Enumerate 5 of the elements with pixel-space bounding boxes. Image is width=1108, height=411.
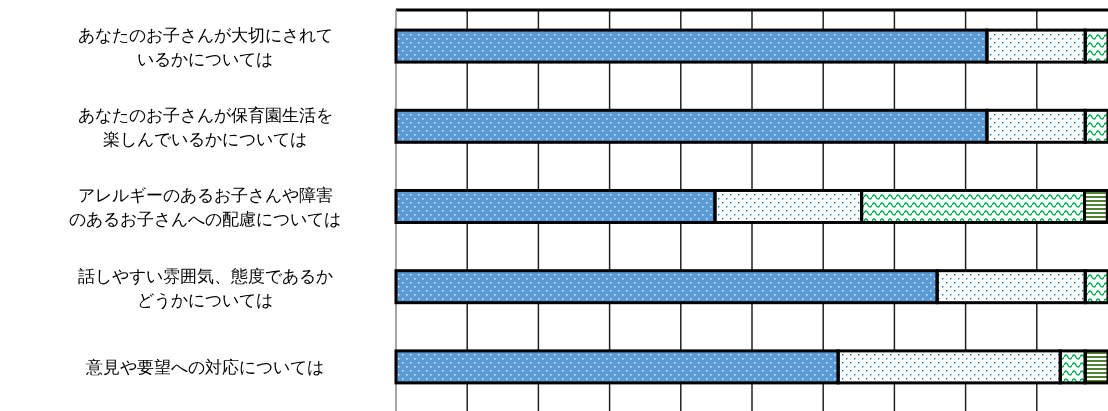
y-tick-label: アレルギーのあるお子さんや障害のあるお子さんへの配慮については	[69, 185, 341, 230]
y-tick-label: あなたのお子さんが大切にされているかについては	[77, 25, 333, 70]
y-tick-label: あなたのお子さんが保育園生活を楽しんでいるかについては	[77, 105, 333, 150]
y-tick-label: 意見や要望への対応については	[85, 356, 324, 377]
y-tick-label: 話しやすい雰囲気、態度であるかどうかについては	[77, 265, 333, 310]
